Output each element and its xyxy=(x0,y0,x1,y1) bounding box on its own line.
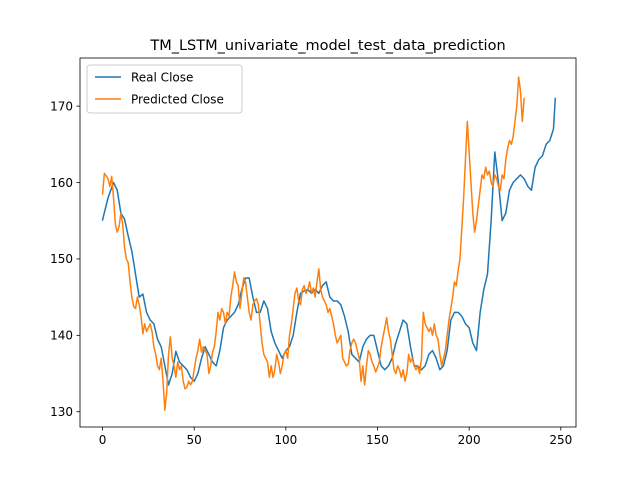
x-tick-label: 0 xyxy=(99,433,107,447)
y-tick-label: 140 xyxy=(50,329,73,343)
axes-frame xyxy=(79,57,577,428)
y-tick-label: 150 xyxy=(50,252,73,266)
x-tick-label: 100 xyxy=(274,433,297,447)
series-line-real-close xyxy=(101,97,557,386)
x-tick-label: 200 xyxy=(458,433,481,447)
legend: Real Close Predicted Close xyxy=(86,64,243,114)
series-line-predicted-close xyxy=(101,76,525,411)
y-tick-label: 130 xyxy=(50,405,73,419)
x-axis: 0 50 100 150 200 250 xyxy=(99,427,572,447)
chart-title: TM_LSTM_univariate_model_test_data_predi… xyxy=(149,38,505,54)
y-tick-label: 170 xyxy=(50,99,73,113)
legend-label: Predicted Close xyxy=(131,92,224,106)
x-tick-label: 150 xyxy=(366,433,389,447)
series-layer xyxy=(101,76,557,411)
y-tick-label: 160 xyxy=(50,176,73,190)
legend-label: Real Close xyxy=(131,70,193,84)
y-axis: 130 140 150 160 170 xyxy=(50,99,80,419)
legend-box xyxy=(86,64,243,114)
x-tick-label: 50 xyxy=(187,433,202,447)
x-tick-label: 250 xyxy=(549,433,572,447)
